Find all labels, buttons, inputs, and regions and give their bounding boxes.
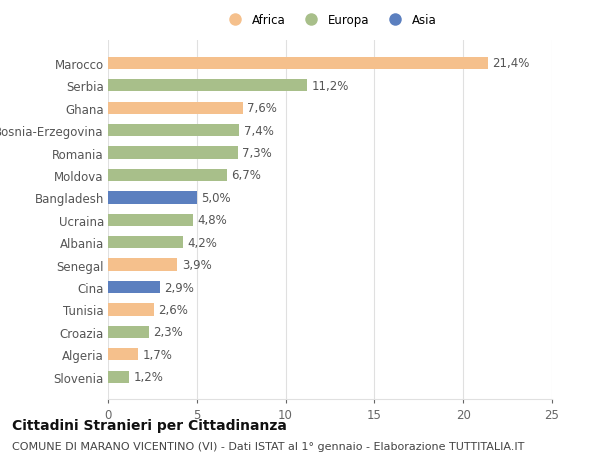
Legend: Africa, Europa, Asia: Africa, Europa, Asia	[221, 11, 439, 29]
Text: 3,9%: 3,9%	[182, 258, 211, 272]
Text: COMUNE DI MARANO VICENTINO (VI) - Dati ISTAT al 1° gennaio - Elaborazione TUTTIT: COMUNE DI MARANO VICENTINO (VI) - Dati I…	[12, 441, 524, 451]
Bar	[108, 147, 238, 159]
Bar	[108, 192, 197, 204]
Text: 6,7%: 6,7%	[232, 169, 262, 182]
Text: 7,3%: 7,3%	[242, 147, 272, 160]
Bar	[108, 57, 488, 70]
Text: 21,4%: 21,4%	[493, 57, 530, 70]
Bar	[108, 102, 243, 115]
Text: 2,9%: 2,9%	[164, 281, 194, 294]
Bar	[108, 259, 177, 271]
Bar	[108, 214, 193, 226]
Bar	[108, 125, 239, 137]
Text: 4,2%: 4,2%	[187, 236, 217, 249]
Bar	[108, 236, 182, 249]
Text: 4,8%: 4,8%	[197, 214, 227, 227]
Text: 2,3%: 2,3%	[153, 326, 183, 339]
Bar	[108, 371, 130, 383]
Bar	[108, 326, 149, 338]
Bar	[108, 348, 138, 361]
Text: 7,6%: 7,6%	[247, 102, 277, 115]
Text: Cittadini Stranieri per Cittadinanza: Cittadini Stranieri per Cittadinanza	[12, 418, 287, 431]
Text: 11,2%: 11,2%	[311, 79, 349, 93]
Text: 5,0%: 5,0%	[201, 191, 231, 204]
Bar	[108, 169, 227, 182]
Text: 1,7%: 1,7%	[143, 348, 173, 361]
Text: 2,6%: 2,6%	[158, 303, 188, 316]
Text: 7,4%: 7,4%	[244, 124, 274, 137]
Bar	[108, 304, 154, 316]
Bar	[108, 281, 160, 294]
Text: 1,2%: 1,2%	[134, 370, 164, 383]
Bar	[108, 80, 307, 92]
